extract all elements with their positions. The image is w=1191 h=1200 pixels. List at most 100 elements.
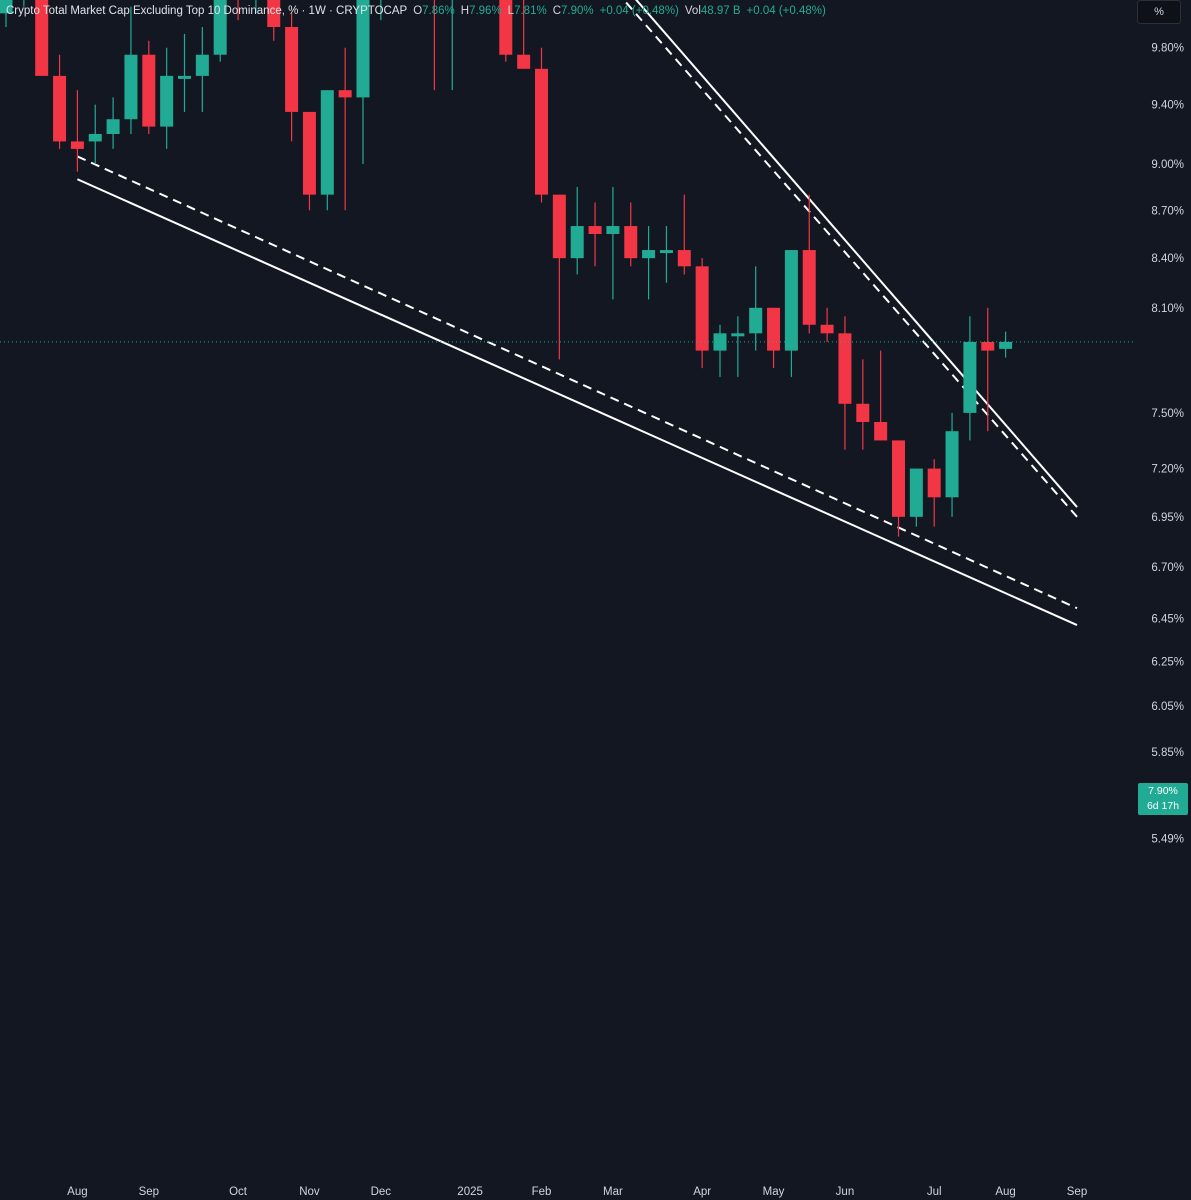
y-tick-label: 6.45% — [1151, 614, 1184, 626]
x-tick-label: May — [763, 1186, 785, 1198]
symbol-title: Crypto Total Market Cap Excluding Top 10… — [6, 5, 408, 17]
candle-body — [160, 75, 174, 127]
candle — [642, 226, 656, 300]
candle-body — [356, 0, 370, 98]
candle — [624, 202, 638, 267]
trendline-dashed-1[interactable] — [399, 0, 1078, 518]
candle — [535, 47, 548, 203]
candle — [552, 194, 566, 360]
change-value: +0.04 (+0.48%) — [599, 5, 679, 17]
y-tick-label: 8.70% — [1151, 205, 1184, 217]
x-tick-label: Sep — [139, 1186, 159, 1198]
y-tick-label: 9.40% — [1151, 100, 1184, 112]
candle — [178, 33, 191, 112]
candle-body — [856, 403, 870, 422]
candle — [356, 0, 370, 164]
last-price-tag: 7.90% 6d 17h — [1138, 783, 1188, 815]
candle — [142, 40, 156, 134]
open-value: 7.86% — [422, 5, 455, 17]
x-tick-label: Jul — [927, 1186, 942, 1198]
candle — [838, 316, 852, 450]
candle — [195, 27, 209, 112]
candle-body — [927, 468, 941, 498]
x-tick-label: Oct — [229, 1186, 248, 1198]
candle-body — [731, 333, 745, 337]
candle — [0, 0, 13, 28]
candle — [88, 104, 102, 164]
open-label: O — [413, 5, 423, 17]
candle — [285, 13, 299, 142]
candle-body — [677, 250, 691, 267]
x-tick-label: Feb — [532, 1186, 552, 1198]
bar-countdown: 6d 17h — [1146, 800, 1180, 812]
candle-body — [909, 468, 923, 517]
y-tick-label: 5.49% — [1151, 834, 1184, 846]
y-tick-label: 8.40% — [1151, 253, 1184, 265]
candle-body — [963, 341, 977, 413]
candle — [820, 307, 834, 342]
candle — [570, 186, 584, 275]
candle — [784, 250, 798, 377]
candle — [213, 0, 227, 62]
trendlines[interactable] — [76, 0, 1078, 627]
candle — [945, 412, 959, 517]
x-tick-label: Aug — [67, 1186, 87, 1198]
candle-body — [320, 90, 334, 195]
high-label: H — [460, 5, 470, 17]
price-axis[interactable]: 16.50%15.50%15.00%14.50%14.00%13.50%13.0… — [1145, 0, 1184, 846]
candle — [731, 316, 745, 377]
trendline-solid-2[interactable] — [76, 178, 1078, 627]
close-value: 7.90% — [561, 5, 594, 17]
candle — [909, 468, 923, 527]
candle — [856, 359, 870, 450]
candle-body — [302, 111, 316, 195]
candle — [963, 316, 977, 441]
close-label: C — [552, 5, 561, 17]
candle-body — [892, 440, 905, 517]
candle-body — [88, 133, 102, 142]
candle — [981, 307, 995, 432]
candle — [160, 47, 174, 149]
last-price-value: 7.90% — [1148, 785, 1178, 797]
candle-body — [124, 54, 138, 120]
candle-body — [695, 266, 709, 351]
x-tick-label: 2025 — [457, 1186, 483, 1198]
candle-body — [70, 141, 84, 149]
low-value: 7.81% — [514, 5, 547, 17]
chart-legend: Crypto Total Market Cap Excluding Top 10… — [6, 3, 826, 19]
x-tick-label: Nov — [299, 1186, 320, 1198]
candle — [713, 324, 727, 377]
candle — [320, 90, 334, 211]
candle-body — [106, 119, 120, 134]
candlesticks — [0, 0, 1013, 537]
candle-body — [624, 226, 638, 259]
candle — [302, 111, 316, 211]
volume-value: 48.97 B — [700, 5, 741, 17]
candle — [749, 266, 763, 351]
low-label: L — [507, 5, 515, 17]
candle-body — [659, 250, 673, 254]
candle-body — [642, 250, 656, 259]
x-tick-label: Aug — [995, 1186, 1015, 1198]
high-value: 7.96% — [469, 5, 502, 17]
volume-label: Vol — [684, 5, 701, 17]
y-tick-label: 7.20% — [1151, 464, 1184, 476]
candle — [451, 0, 453, 91]
candle-body — [267, 0, 281, 28]
percent-scale-button[interactable]: % — [1137, 0, 1181, 24]
candle-body — [749, 307, 763, 334]
candle-body — [606, 226, 620, 235]
x-tick-label: Sep — [1067, 1186, 1087, 1198]
trendline-solid-0[interactable] — [399, 0, 1078, 508]
y-tick-label: 9.00% — [1151, 159, 1184, 171]
candle-body — [588, 226, 602, 235]
candle — [433, 0, 435, 91]
candle — [767, 307, 781, 369]
trendline-dashed-3[interactable] — [76, 155, 1078, 610]
candle-body — [35, 0, 49, 76]
candle-body — [0, 0, 13, 14]
y-tick-label: 6.70% — [1151, 562, 1184, 574]
candle-body — [499, 0, 513, 55]
time-axis[interactable]: Aug Sep Oct Nov Dec 2025 Feb Mar Apr May Jun Jul Aug… — [67, 1186, 1087, 1198]
